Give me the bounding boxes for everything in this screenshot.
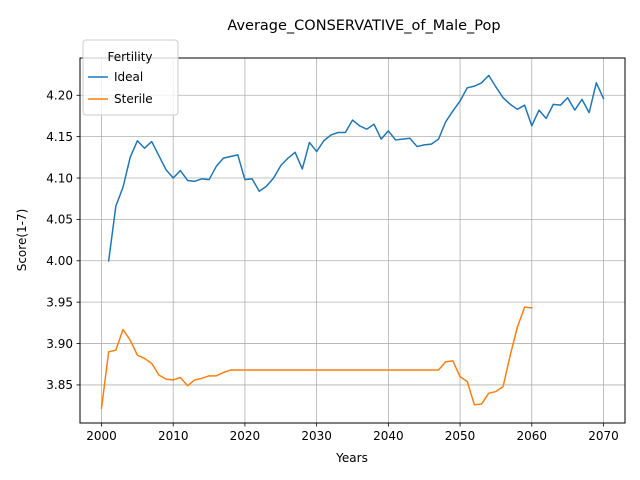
- x-axis-label: Years: [335, 451, 368, 465]
- x-tick-label: 2030: [301, 429, 332, 443]
- y-tick-label: 3.85: [46, 378, 73, 392]
- legend: Fertility Ideal Sterile: [82, 39, 179, 116]
- grid-lines: [80, 58, 625, 423]
- plot-area-border: [79, 57, 626, 424]
- x-tick-label: 2020: [230, 429, 261, 443]
- x-tick-label: 2070: [588, 429, 619, 443]
- y-axis-label: Score(1-7): [15, 209, 29, 272]
- y-tick-label: 4.10: [46, 171, 73, 185]
- y-tick-label: 4.15: [46, 130, 73, 144]
- x-tick-label: 2000: [86, 429, 117, 443]
- y-tick-label: 4.00: [46, 254, 73, 268]
- y-tick-label: 4.05: [46, 213, 73, 227]
- y-tick-label: 3.95: [46, 295, 73, 309]
- chart-title: Average_CONSERVATIVE_of_Male_Pop: [227, 18, 500, 34]
- axes-frame: [79, 57, 626, 424]
- y-axis-ticks: 3.85 3.90 3.95 4.00 4.05 4.10 4.15 4.20: [46, 89, 80, 392]
- legend-title: Fertility: [107, 50, 152, 64]
- x-tick-label: 2060: [517, 429, 548, 443]
- series-lines: [100, 74, 605, 409]
- x-tick-label: 2010: [158, 429, 189, 443]
- legend-label-ideal: Ideal: [114, 70, 143, 84]
- series-line-sterile: [100, 306, 533, 409]
- y-tick-label: 3.90: [46, 337, 73, 351]
- x-axis-ticks: 2000 2010 2020 2030 2040 2050 2060 2070: [86, 423, 619, 443]
- x-tick-label: 2050: [445, 429, 476, 443]
- legend-label-sterile: Sterile: [114, 92, 153, 106]
- x-tick-label: 2040: [373, 429, 404, 443]
- legend-box: [82, 39, 179, 116]
- y-tick-label: 4.20: [46, 89, 73, 103]
- series-line-ideal: [107, 74, 605, 262]
